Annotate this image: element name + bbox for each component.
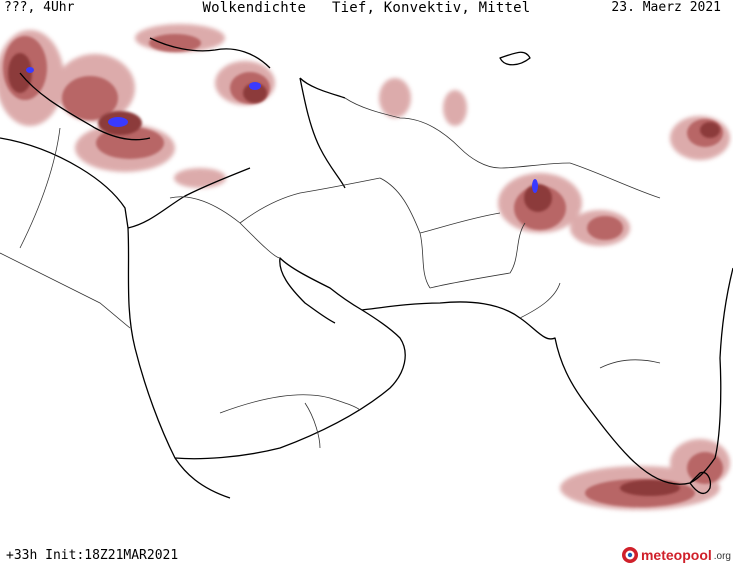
cloud-layer-peak <box>26 67 538 193</box>
cloud-layer-medium <box>3 34 723 507</box>
forecast-info: +33h Init:18Z21MAR2021 <box>6 548 179 563</box>
time-label: ???, 4Uhr <box>4 0 75 15</box>
country-borders <box>0 97 661 449</box>
coastlines <box>0 37 733 499</box>
meteopool-logo-icon <box>621 547 638 563</box>
date-label: 23. Maerz 2021 <box>611 0 721 15</box>
brand-link[interactable]: meteopool .org <box>621 544 731 566</box>
map-title: Wolkendichte Tief, Konvektiv, Mittel <box>202 0 531 16</box>
cloud-density-map <box>0 24 733 510</box>
brand-tld: .org <box>713 551 731 562</box>
brand-name: meteopool <box>640 547 712 563</box>
